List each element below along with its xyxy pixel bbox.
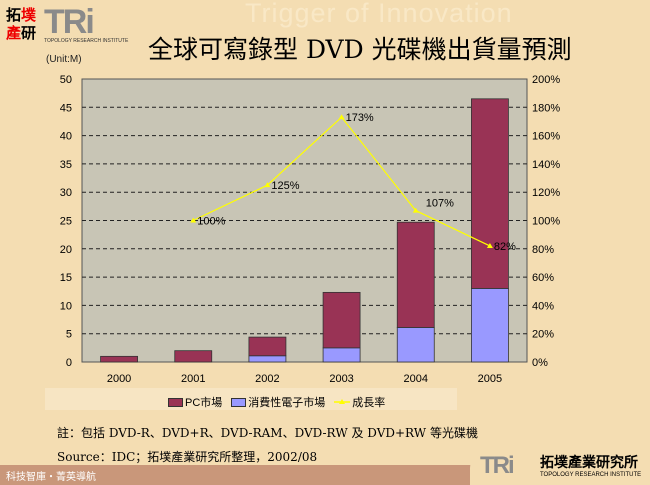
unit-label: (Unit:M) bbox=[46, 54, 82, 65]
y-tick-label: 5 bbox=[66, 329, 72, 341]
bar-pc bbox=[248, 336, 287, 357]
y-tick-label: 0 bbox=[66, 357, 72, 369]
chart: 0 5 10 15 20 25 30 35 40 45 50 0% 20% 40% 60% 80% 100% 12… bbox=[60, 74, 561, 385]
growth-data-label: 100% bbox=[197, 216, 225, 228]
footer-logo-sub: TOPOLOGY RESEARCH INSTITUTE bbox=[540, 472, 642, 478]
x-tick-label: 2003 bbox=[329, 373, 353, 385]
legend: PC市場 消費性電子市場 成長率 bbox=[168, 394, 389, 410]
x-tick-label: 2002 bbox=[255, 373, 279, 385]
y-tick-label: 40 bbox=[60, 131, 72, 143]
bar-consumer bbox=[471, 288, 509, 363]
growth-point bbox=[338, 114, 345, 120]
legend-label: 成長率 bbox=[352, 397, 386, 409]
x-tick-label: 2004 bbox=[404, 373, 428, 385]
footer-logo-en: TRi bbox=[480, 452, 515, 479]
logo-char: 拓 bbox=[6, 6, 22, 24]
y-tick-label: 50 bbox=[60, 74, 72, 86]
y-tick-label: 20 bbox=[60, 244, 72, 256]
logo-char: 墣 bbox=[21, 6, 37, 24]
footer-logo-cn: 拓墣產業研究所 bbox=[540, 455, 638, 471]
y2-tick-label: 200% bbox=[532, 74, 560, 86]
logo-char: 研 bbox=[21, 24, 37, 42]
legend-swatch bbox=[231, 397, 247, 407]
legend-swatch bbox=[168, 397, 183, 407]
footer-logo: TRi 拓墣產業研究所 TOPOLOGY RESEARCH INSTITUTE bbox=[470, 450, 650, 485]
legend-background bbox=[45, 388, 457, 410]
y2-tick-label: 0% bbox=[532, 357, 548, 369]
growth-point bbox=[486, 242, 493, 248]
footnote: 註：包括 DVD-R、DVD+R、DVD-RAM、DVD-RW 及 DVD+RW… bbox=[57, 426, 478, 440]
bar-pc bbox=[396, 221, 435, 328]
tri-logo: TRi bbox=[44, 3, 95, 41]
x-tick-label: 2001 bbox=[181, 373, 205, 385]
y-tick-label: 10 bbox=[60, 300, 72, 312]
y2-tick-label: 40% bbox=[532, 300, 554, 312]
growth-point bbox=[412, 207, 419, 213]
growth-data-label: 107% bbox=[426, 198, 454, 210]
y2-tick-label: 160% bbox=[532, 131, 560, 143]
bar-pc bbox=[471, 98, 509, 289]
bar-pc bbox=[322, 291, 361, 349]
logo-cn: 拓墣 產研 bbox=[6, 6, 42, 42]
logo-char: 產 bbox=[6, 24, 22, 42]
legend-label: 消費性電子市場 bbox=[248, 397, 326, 409]
legend-item-consumer: 消費性電子市場 bbox=[231, 394, 325, 410]
bar-consumer bbox=[322, 347, 361, 363]
y2-tick-label: 180% bbox=[532, 102, 560, 114]
y-tick-label: 25 bbox=[60, 216, 72, 228]
legend-label: PC市場 bbox=[185, 397, 223, 409]
growth-data-label: 173% bbox=[346, 112, 374, 124]
growth-data-label: 125% bbox=[271, 180, 299, 192]
growth-point bbox=[190, 217, 197, 223]
growth-data-label: 82% bbox=[494, 241, 516, 253]
bar-pc bbox=[100, 355, 138, 363]
y-tick-label: 15 bbox=[60, 272, 72, 284]
x-tick-label: 2005 bbox=[478, 373, 502, 385]
y-tick-label: 30 bbox=[60, 187, 72, 199]
bar-consumer bbox=[396, 327, 435, 363]
y2-tick-label: 140% bbox=[532, 159, 560, 171]
footer-slogan: 科技智庫・菁英導航 bbox=[6, 472, 96, 483]
x-tick-label: 2000 bbox=[107, 373, 131, 385]
y-tick-label: 45 bbox=[60, 102, 72, 114]
plot-area bbox=[81, 78, 528, 363]
legend-line-swatch bbox=[334, 399, 351, 404]
logo-subtitle: TOPOLOGY RESEARCH INSTITUTE bbox=[44, 38, 129, 44]
y2-tick-label: 20% bbox=[532, 329, 554, 341]
growth-point bbox=[264, 182, 271, 188]
y2-tick-label: 120% bbox=[532, 187, 560, 199]
bar-consumer bbox=[248, 355, 287, 363]
y2-tick-label: 60% bbox=[532, 272, 554, 284]
page-title: 全球可寫錄型 DVD 光碟機出貨量預測 bbox=[148, 35, 572, 64]
bar-pc bbox=[174, 350, 213, 363]
background-slogan: Trigger of Innovation bbox=[245, 0, 513, 28]
y-tick-label: 35 bbox=[60, 159, 72, 171]
y2-tick-label: 80% bbox=[532, 244, 554, 256]
legend-item-growth: 成長率 bbox=[334, 394, 385, 410]
legend-item-pc: PC市場 bbox=[168, 394, 222, 410]
y2-tick-label: 100% bbox=[532, 216, 560, 228]
source-note: Source：IDC；拓墣產業研究所整理，2002/08 bbox=[57, 450, 318, 464]
